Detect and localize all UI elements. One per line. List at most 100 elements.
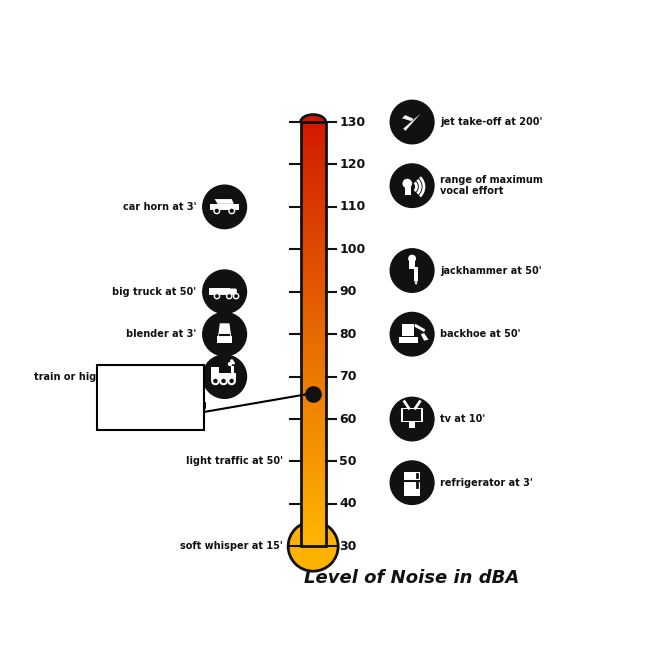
Bar (300, 206, 326, 208)
Bar (300, 461, 326, 463)
Bar (300, 332, 326, 334)
Bar (300, 499, 326, 501)
Bar (300, 315, 326, 317)
Bar (300, 411, 326, 413)
Bar (300, 444, 326, 446)
Bar (300, 223, 326, 225)
Bar (300, 200, 326, 201)
Bar (300, 236, 326, 238)
Bar (300, 161, 326, 163)
Circle shape (212, 378, 218, 384)
Bar (300, 187, 326, 189)
Text: 50: 50 (339, 455, 357, 468)
Polygon shape (230, 288, 237, 295)
Bar (300, 323, 326, 325)
Bar (300, 424, 326, 426)
Bar (300, 349, 326, 351)
Bar (300, 257, 326, 259)
Bar (300, 446, 326, 448)
Bar (300, 286, 326, 288)
Bar (300, 235, 326, 237)
Bar (300, 398, 326, 401)
Bar (300, 521, 326, 523)
Bar (300, 154, 326, 156)
Bar (300, 136, 326, 138)
Text: 70: 70 (339, 370, 357, 383)
Bar (300, 163, 326, 165)
Bar (300, 389, 326, 390)
Circle shape (203, 270, 247, 314)
Bar (300, 341, 326, 343)
Bar (300, 479, 326, 481)
Bar (300, 337, 326, 339)
Bar (300, 226, 326, 228)
Bar (300, 443, 326, 444)
Bar (300, 356, 326, 358)
Bar (300, 194, 326, 196)
Bar (300, 351, 326, 353)
Circle shape (228, 362, 233, 366)
Bar (300, 441, 326, 443)
Bar (300, 534, 326, 536)
Bar (405, 187, 411, 195)
Bar (300, 208, 326, 210)
Bar (409, 422, 415, 428)
Bar (300, 396, 326, 398)
Bar (300, 519, 326, 521)
Bar (300, 433, 326, 435)
Bar (300, 465, 326, 467)
Bar (300, 394, 326, 396)
Bar (300, 264, 326, 266)
Bar (300, 516, 326, 518)
Bar (300, 329, 326, 331)
Bar (300, 378, 326, 380)
Circle shape (228, 378, 235, 384)
Bar (300, 410, 326, 412)
Circle shape (390, 461, 434, 505)
Bar (300, 384, 326, 386)
Bar (300, 427, 326, 429)
Circle shape (229, 208, 235, 214)
Bar (300, 343, 326, 345)
Bar (300, 503, 326, 505)
Bar (300, 181, 326, 183)
Bar (300, 140, 326, 142)
Bar (300, 452, 326, 454)
Bar (300, 277, 326, 279)
Bar (300, 517, 326, 519)
Circle shape (403, 179, 412, 188)
Bar (300, 278, 326, 280)
Bar (300, 274, 326, 276)
Bar (300, 304, 326, 306)
Bar (300, 228, 326, 230)
Bar (300, 155, 326, 157)
Bar (300, 133, 326, 135)
Bar (300, 128, 326, 130)
Bar (300, 420, 326, 422)
Bar (300, 471, 326, 473)
Bar (300, 460, 326, 462)
Circle shape (390, 100, 434, 144)
Bar (300, 261, 326, 263)
Bar (300, 362, 326, 364)
Bar (300, 448, 326, 450)
Text: 100: 100 (339, 243, 366, 256)
Bar (300, 466, 326, 468)
Circle shape (390, 397, 434, 441)
Bar (300, 146, 326, 147)
Bar (300, 174, 326, 176)
Bar (300, 241, 326, 242)
Text: Level of Noise in dBA: Level of Noise in dBA (304, 569, 519, 587)
Bar (300, 292, 326, 294)
Bar (300, 430, 326, 432)
Bar (300, 438, 326, 440)
Polygon shape (214, 199, 234, 204)
Bar (300, 168, 326, 170)
Bar (300, 405, 326, 407)
Bar (300, 539, 326, 541)
Circle shape (203, 312, 247, 356)
Bar (300, 487, 326, 489)
Bar (300, 287, 326, 289)
Text: car horn at 3': car horn at 3' (123, 202, 196, 212)
Text: 60: 60 (339, 413, 357, 425)
